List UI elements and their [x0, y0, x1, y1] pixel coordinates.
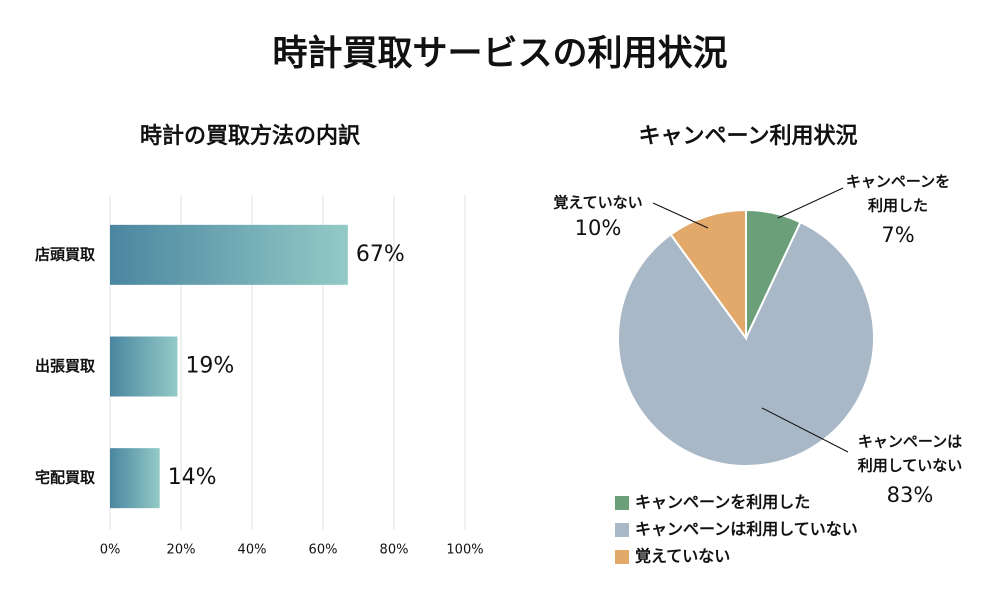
x-tick-label: 60%: [309, 543, 338, 558]
slice-label: 利用した: [868, 197, 928, 215]
x-tick-label: 80%: [380, 543, 409, 558]
category-label: 宅配買取: [35, 469, 96, 487]
bar: [110, 336, 178, 397]
legend-label: 覚えていない: [635, 547, 730, 566]
x-tick-label: 40%: [238, 543, 267, 558]
x-tick-label: 0%: [100, 543, 121, 558]
slice-label: キャンペーンを: [846, 173, 950, 191]
x-tick-label: 100%: [446, 543, 483, 558]
legend-label: キャンペーンを利用した: [635, 493, 810, 512]
slice-label: 覚えていない: [553, 194, 642, 212]
slice-label: 利用していない: [858, 457, 963, 475]
legend-label: キャンペーンは利用していない: [635, 520, 858, 539]
value-label: 19%: [185, 354, 234, 379]
slice-value-label: 10%: [575, 216, 622, 240]
value-label: 67%: [356, 242, 405, 267]
bar: [110, 224, 348, 285]
pie-chart-title: キャンペーン利用状況: [639, 124, 858, 149]
slice-value-label: 83%: [887, 483, 934, 507]
value-label: 14%: [168, 465, 217, 490]
pie-slice: [617, 220, 875, 467]
slice-label: キャンペーンは: [858, 433, 962, 451]
legend-swatch: [615, 550, 629, 564]
pie-slice: [669, 208, 747, 342]
legend-swatch: [615, 496, 629, 510]
legend-swatch: [615, 523, 629, 537]
leader-line: [761, 407, 849, 453]
main-title: 時計買取サービスの利用状況: [272, 34, 727, 74]
leader-line: [777, 187, 844, 219]
x-tick-label: 20%: [167, 543, 196, 558]
category-label: 店頭買取: [35, 245, 96, 263]
category-label: 出張買取: [35, 357, 96, 375]
leader-line: [652, 202, 709, 229]
bar-chart-title: 時計の買取方法の内訳: [140, 123, 361, 149]
bar: [110, 448, 160, 509]
slice-value-label: 7%: [881, 223, 914, 247]
